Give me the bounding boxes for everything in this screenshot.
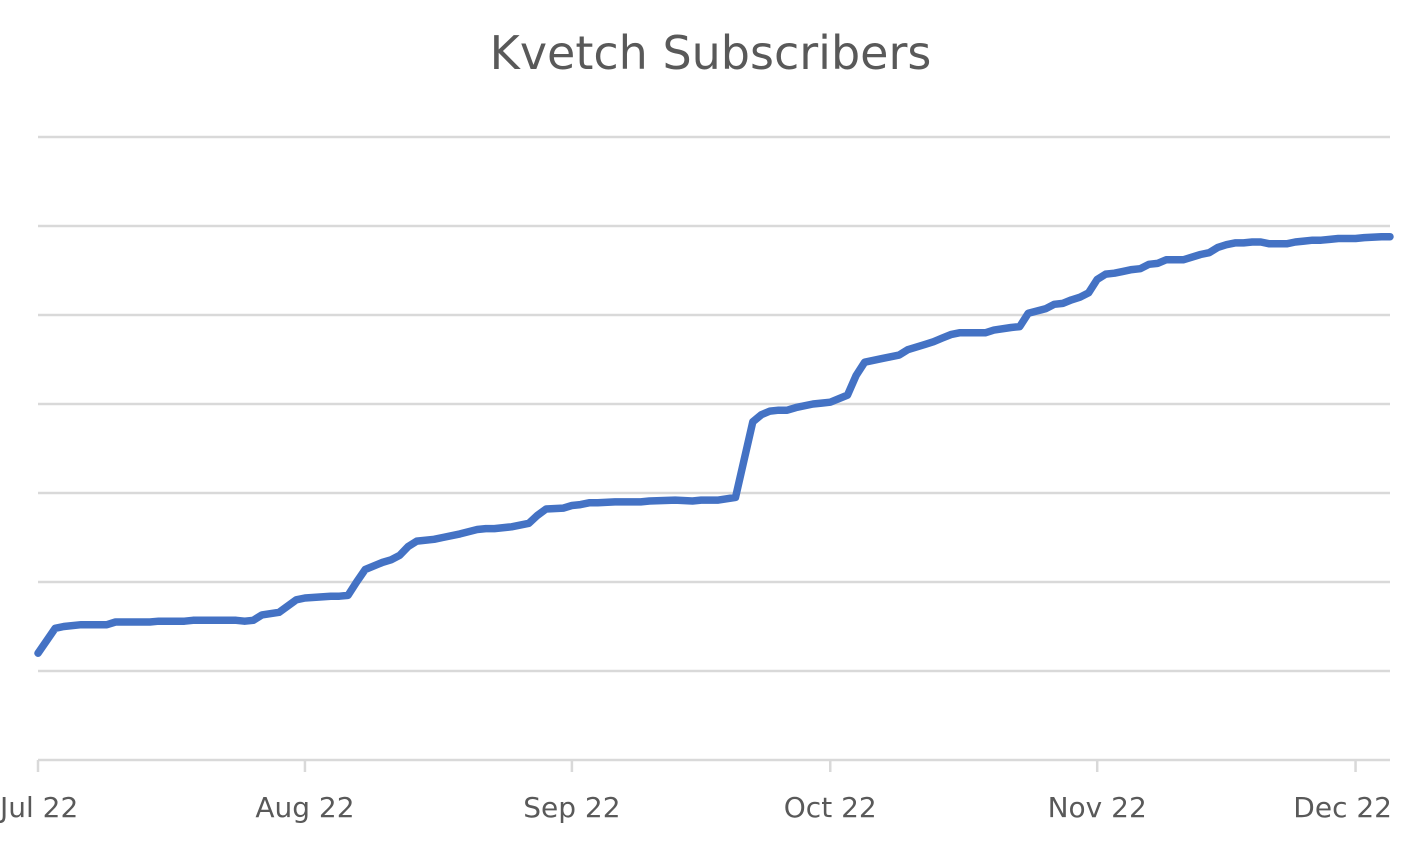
series-line-subscribers: [34, 232, 1394, 657]
x-tick-label: Aug 22: [255, 791, 354, 824]
x-axis-tick-labels: Jul 22 Aug 22 Sep 22 Oct 22 Nov 22 Dec 22: [0, 791, 1392, 824]
x-tick-label: Nov 22: [1048, 791, 1147, 824]
x-tick-label: Jul 22: [0, 791, 78, 824]
x-tick-label: Dec 22: [1293, 791, 1392, 824]
x-axis-ticks: [36, 760, 1357, 772]
x-tick-label: Oct 22: [784, 791, 877, 824]
gridlines: [38, 135, 1390, 673]
x-tick-label: Sep 22: [523, 791, 620, 824]
chart-title: Kvetch Subscribers: [489, 26, 932, 80]
